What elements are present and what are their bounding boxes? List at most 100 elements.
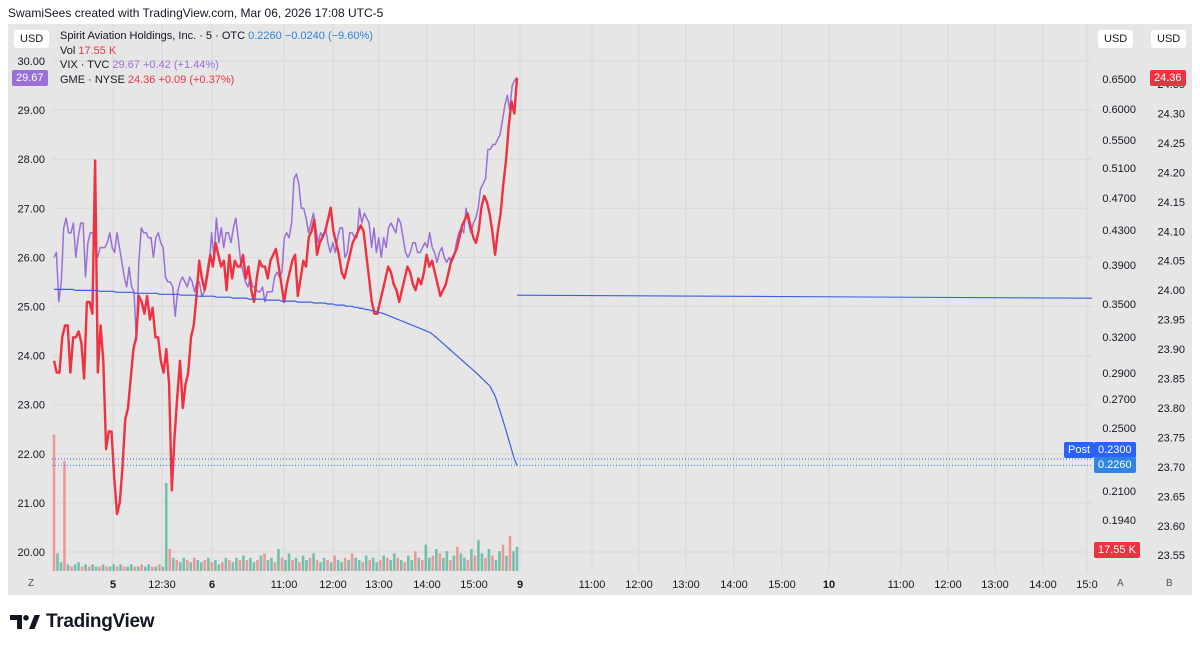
legend-row-volume[interactable]: Vol 17.55 K [60,44,373,59]
right-b-axis-tick-label: 23.90 [1157,344,1185,356]
volume-bar [70,566,73,571]
volume-bar [399,560,403,571]
right-b-currency-button[interactable]: USD [1151,30,1187,48]
volume-bar [322,557,326,571]
volume-bar [115,566,119,571]
corner-label-b[interactable]: B [1166,578,1173,589]
volume-bar [340,562,343,571]
right-a-axis-tick-label: 0.2900 [1102,368,1136,380]
volume-bar [56,553,59,571]
right-b-axis-tick-label: 24.15 [1157,197,1185,209]
right-a-axis-tick-label: 0.6000 [1102,104,1136,116]
legend-gme-change: +0.09 (+0.37%) [158,73,235,86]
volume-bar [101,564,105,571]
volume-bar [473,555,477,571]
volume-bar [466,560,470,571]
legend-gme-value: 24.36 [127,73,156,86]
volume-bar [301,555,305,571]
volume-bar [133,566,136,571]
volume-bar [428,557,431,571]
volume-bar [256,560,259,571]
left-axis-tick-label: 28.00 [17,154,45,166]
right-a-axis-tick-label: 0.2100 [1102,486,1136,498]
volume-bar [368,560,371,571]
volume-bar [501,544,505,571]
volume-bar [263,553,266,571]
x-tick-label: 12:00 [319,579,347,591]
right-price-axis-spirit[interactable]: 0.6500 0.6000 0.5500 0.5100 0.4700 0.4300 0.39… [1102,74,1136,527]
legend-row-gme[interactable]: GME · NYSE 24.36 +0.09 (+0.37%) [60,73,373,88]
x-tick-label: 9 [517,579,523,591]
volume-bar [66,564,70,571]
time-axis[interactable]: 5 12:30 6 11:00 12:00 13:00 14:00 15:00 9 11:00 12… [110,579,1098,591]
right-b-axis-tick-label: 23.60 [1157,521,1185,533]
left-axis-tick-label: 23.00 [17,400,45,412]
left-axis-tick-label: 20.00 [17,547,45,559]
volume-bar [119,564,122,571]
volume-bar [98,566,101,571]
x-tick-label: 14:00 [413,579,441,591]
corner-label-a[interactable]: A [1117,578,1124,589]
right-a-currency-button[interactable]: USD [1098,30,1134,48]
volume-bar [147,564,151,571]
volume-bar [200,562,203,571]
volume-bar [312,553,315,571]
left-axis-tick-label: 30.00 [17,56,45,68]
volume-bar [319,562,322,571]
volume-bar [336,560,340,571]
left-axis-tick-label: 27.00 [17,203,45,215]
left-price-axis[interactable]: 30.00 29.00 28.00 27.00 26.00 25.00 24.00 23.00… [17,56,45,559]
volume-bar [287,553,291,571]
volume-bar [231,562,235,571]
volume-bar [273,562,277,571]
volume-bar [357,560,361,571]
left-currency-button[interactable]: USD [14,30,50,48]
right-a-axis-tick-label: 0.3500 [1102,299,1136,311]
volume-bar [91,564,94,571]
vix-last-price-tag: 29.67 [12,70,48,86]
volume-bar [343,557,347,571]
legend-row-vix[interactable]: VIX · TVC 29.67 +0.42 (+1.44%) [60,58,373,73]
right-a-axis-tick-label: 0.2700 [1102,394,1136,406]
volume-bar [389,560,393,571]
volume-bar [242,555,245,571]
x-tick-label: 5 [110,579,116,591]
volume-bar [484,557,487,571]
volume-bar [277,549,280,571]
volume-bar [305,560,308,571]
volume-bar [417,557,421,571]
right-b-axis-tick-label: 24.30 [1157,108,1185,120]
volume-bar [189,562,193,571]
volume-bar [361,562,364,571]
volume-bar [487,549,491,571]
volume-bar [392,553,396,571]
volume-bar [284,560,287,571]
volume-bar [168,549,172,571]
volume-bar [515,546,519,571]
volume-bar [228,560,231,571]
legend-spirit-name: Spirit Aviation Holdings, Inc. · 5 · OTC [60,30,246,42]
volume-bar [294,557,298,571]
right-b-axis-tick-label: 23.80 [1157,403,1185,415]
right-price-axis-gme[interactable]: 24.3524.3024.2524.2024.1524.1024.0524.00… [1157,79,1185,562]
volume-bar [164,483,168,571]
right-a-axis-tick-label: 0.4700 [1102,193,1136,205]
volume-bar [252,562,256,571]
volume-bar [94,566,98,571]
volume-bar [249,557,252,571]
left-axis-tick-label: 24.00 [17,351,45,363]
volume-bar [354,557,357,571]
x-tick-label: 15:00 [768,579,796,591]
legend-vix-name: VIX · TVC [60,59,110,71]
volume-bar [403,562,407,571]
right-b-axis-tick-label: 23.95 [1157,315,1185,327]
right-a-axis-tick-label: 0.4300 [1102,225,1136,237]
volume-bar [238,560,242,571]
x-tick-label: 15:0 [1076,579,1097,591]
corner-label-z[interactable]: Z [28,578,35,589]
volume-bar [193,557,196,571]
legend-row-spirit[interactable]: Spirit Aviation Holdings, Inc. · 5 · OTC… [60,29,373,44]
volume-bar [207,557,210,571]
tradingview-logo[interactable]: TradingView [10,611,155,633]
